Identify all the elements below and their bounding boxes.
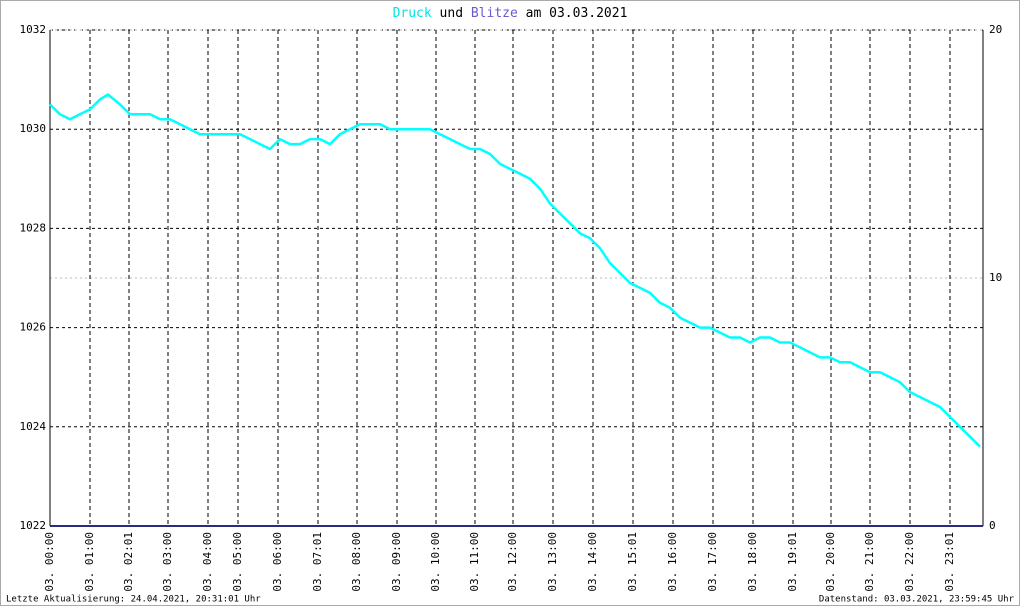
- x-tick-label: 03. 11:00: [468, 532, 481, 592]
- x-tick-label: 03. 09:00: [390, 532, 403, 592]
- title-druck: Druck: [393, 6, 432, 21]
- x-tick-label: 03. 08:00: [350, 532, 363, 592]
- y-tick-label: 1026: [20, 321, 47, 334]
- y2-tick-label: 0: [989, 519, 996, 532]
- x-tick-label: 03. 13:00: [546, 532, 559, 592]
- x-tick-label: 03. 04:00: [201, 532, 214, 592]
- x-tick-label: 03. 15:01: [626, 532, 639, 592]
- y-tick-label: 1030: [20, 122, 47, 135]
- x-tick-label: 03. 12:00: [506, 532, 519, 592]
- x-tick-label: 03. 23:01: [943, 532, 956, 592]
- title-blitze: Blitze: [471, 6, 518, 21]
- y-tick-label: 1028: [20, 221, 47, 234]
- x-tick-label: 03. 18:00: [746, 532, 759, 592]
- chart-title: Druck und Blitze am 03.03.2021: [393, 6, 628, 21]
- x-tick-label: 03. 21:00: [863, 532, 876, 592]
- x-tick-label: 03. 14:00: [586, 532, 599, 592]
- x-tick-label: 03. 20:00: [824, 532, 837, 592]
- title-date: am 03.03.2021: [526, 6, 628, 21]
- y2-tick-label: 10: [989, 271, 1002, 284]
- x-tick-label: 03. 06:00: [271, 532, 284, 592]
- y2-tick-label: 20: [989, 23, 1002, 36]
- x-tick-label: 03. 01:00: [83, 532, 96, 592]
- y-tick-label: 1024: [20, 420, 47, 433]
- x-tick-label: 03. 16:00: [666, 532, 679, 592]
- footer-left: Letzte Aktualisierung: 24.04.2021, 20:31…: [6, 595, 261, 605]
- footer-right: Datenstand: 03.03.2021, 23:59:45 Uhr: [819, 595, 1015, 605]
- y-tick-label: 1032: [20, 23, 47, 36]
- x-tick-label: 03. 00:00: [43, 532, 56, 592]
- x-tick-label: 03. 05:00: [231, 532, 244, 592]
- x-tick-label: 03. 17:00: [706, 532, 719, 592]
- x-tick-label: 03. 10:00: [429, 532, 442, 592]
- line: [49, 93, 981, 448]
- y-tick-label: 1022: [20, 519, 47, 532]
- x-tick-label: 03. 03:00: [161, 532, 174, 592]
- x-tick-label: 03. 19:01: [786, 532, 799, 592]
- x-tick-label: 03. 22:00: [903, 532, 916, 592]
- x-tick-label: 03. 02:01: [122, 532, 135, 592]
- title-und: und: [440, 6, 463, 21]
- x-tick-label: 03. 07:01: [311, 532, 324, 592]
